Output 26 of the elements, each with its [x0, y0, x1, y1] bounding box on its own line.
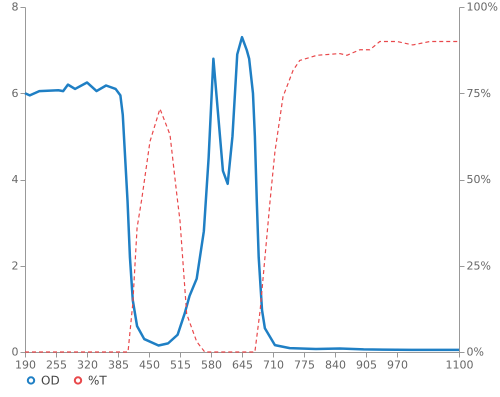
x-tick-label: 775	[294, 358, 315, 372]
y2-tick-label: 100%	[466, 0, 498, 14]
legend-label: %T	[88, 373, 108, 388]
x-tick-label: 320	[77, 358, 98, 372]
x-tick-label: 645	[232, 358, 253, 372]
x-tick-label: 970	[387, 358, 408, 372]
y-tick-label: 8	[12, 0, 18, 14]
y-tick-label: 6	[12, 86, 18, 100]
y-tick-label: 2	[12, 259, 18, 272]
x-tick-label: 710	[263, 358, 284, 372]
y-tick-label: 0	[12, 346, 18, 358]
x-tick-label: 905	[356, 358, 377, 372]
y2-tick-label: 75%	[466, 86, 491, 100]
y2-tick-label: 0%	[466, 346, 484, 358]
y2-tick-label: 50%	[466, 173, 491, 186]
x-tick-label: 840	[325, 358, 346, 372]
x-tick-label: 385	[108, 358, 129, 372]
x-tick-label: 515	[170, 358, 191, 372]
x-tick-label: 190	[15, 358, 36, 372]
x-tick-label: 450	[139, 358, 160, 372]
legend-label: OD	[41, 373, 60, 388]
y-tick-label: 4	[12, 173, 18, 186]
y2-tick-label: 25%	[466, 259, 491, 272]
x-tick-label: 580	[201, 358, 222, 372]
x-tick-label: 255	[46, 358, 67, 372]
x-tick-label: 1100	[446, 358, 474, 372]
